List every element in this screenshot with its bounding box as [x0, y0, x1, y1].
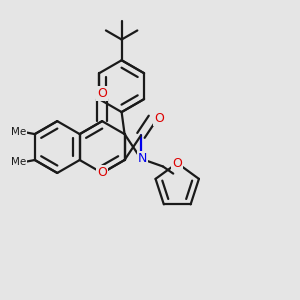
Text: O: O — [172, 157, 182, 169]
Text: Me: Me — [11, 158, 26, 167]
Text: O: O — [97, 87, 107, 100]
Text: O: O — [154, 112, 164, 124]
Text: N: N — [138, 152, 147, 165]
Text: O: O — [97, 167, 107, 179]
Text: Me: Me — [11, 127, 26, 137]
